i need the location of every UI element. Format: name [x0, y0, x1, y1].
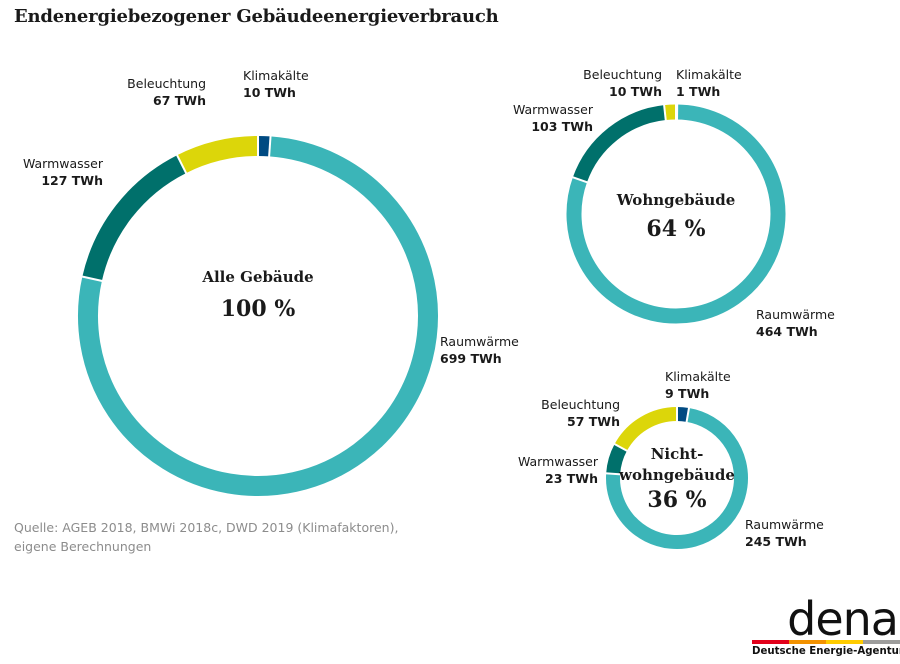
slice-warmwasser	[572, 105, 666, 183]
slice-separator	[268, 135, 272, 158]
slice-separator	[175, 153, 188, 175]
slice-label-warmwasser: Warmwasser	[23, 156, 104, 171]
slice-value-raumwaerme: 699 TWh	[440, 351, 502, 366]
slice-raumwaerme	[566, 104, 786, 324]
slice-value-beleuchtung: 57 TWh	[567, 414, 620, 429]
logo-color-bars	[752, 640, 900, 644]
slice-label-klimakaelte: Klimakälte	[243, 68, 309, 83]
center-label: Alle Gebäude	[201, 268, 313, 286]
slice-value-raumwaerme: 245 TWh	[745, 534, 807, 549]
donut-chart-1: Alle Gebäude 100 % Klimakälte 10 TWh Raumwär…	[23, 68, 519, 496]
slice-label-klimakaelte: Klimakälte	[676, 67, 742, 82]
slice-value-klimakaelte: 10 TWh	[243, 85, 296, 100]
slice-value-raumwaerme: 464 TWh	[756, 324, 818, 339]
slice-raumwaerme	[78, 136, 438, 496]
slice-beleuchtung	[614, 407, 678, 451]
slice-label-raumwaerme: Raumwärme	[440, 334, 519, 349]
slice-separator	[571, 175, 589, 184]
center-label: wohngebäude	[618, 466, 735, 484]
slice-separator	[663, 104, 667, 122]
slice-beleuchtung	[664, 104, 677, 121]
slice-label-raumwaerme: Raumwärme	[756, 307, 835, 322]
slice-value-beleuchtung: 67 TWh	[153, 93, 206, 108]
slice-label-warmwasser: Warmwasser	[513, 102, 594, 117]
slice-separator	[81, 275, 104, 283]
slice-label-warmwasser: Warmwasser	[518, 454, 599, 469]
source-note: Quelle: AGEB 2018, BMWi 2018c, DWD 2019 …	[14, 518, 398, 556]
slice-label-beleuchtung: Beleuchtung	[583, 67, 662, 82]
slice-separator	[613, 442, 629, 453]
slice-separator	[605, 472, 622, 476]
donut-chart-3: Nicht-wohngebäude 36 % Klimakälte 9 TWh Raum…	[518, 369, 824, 549]
slice-value-klimakaelte: 1 TWh	[676, 84, 720, 99]
slice-value-klimakaelte: 9 TWh	[665, 386, 709, 401]
logo-bar-orange	[789, 640, 826, 644]
center-value: 100 %	[221, 296, 296, 322]
logo-wordmark: dena	[787, 592, 899, 646]
source-line-1: Quelle: AGEB 2018, BMWi 2018c, DWD 2019 …	[14, 520, 399, 535]
slice-warmwasser	[82, 155, 187, 282]
center-label: Nicht-	[651, 445, 704, 463]
slice-value-beleuchtung: 10 TWh	[609, 84, 662, 99]
logo-subtitle: Deutsche Energie-Agentur	[752, 646, 900, 657]
logo-bar-grey	[863, 640, 900, 644]
slice-label-klimakaelte: Klimakälte	[665, 369, 731, 384]
slice-label-raumwaerme: Raumwärme	[745, 517, 824, 532]
logo-bar-yellow	[826, 640, 863, 644]
logo-bar-red	[752, 640, 789, 644]
center-value: 64 %	[646, 216, 705, 242]
slice-klimakaelte	[676, 407, 689, 422]
source-line-2: eigene Berechnungen	[14, 539, 152, 554]
slice-beleuchtung	[177, 136, 259, 174]
dena-logo: dena Deutsche Energie-Agentur	[752, 592, 900, 664]
center-value: 36 %	[647, 487, 706, 513]
slice-value-warmwasser: 23 TWh	[545, 471, 598, 486]
slice-label-beleuchtung: Beleuchtung	[541, 397, 620, 412]
slice-value-warmwasser: 127 TWh	[41, 173, 103, 188]
slice-separator	[685, 406, 691, 423]
slice-raumwaerme	[606, 408, 748, 549]
donut-chart-2: Wohngebäude 64 % Klimakälte 1 TWh Raumwärme 4…	[513, 67, 835, 339]
slice-value-warmwasser: 103 TWh	[531, 119, 593, 134]
slice-label-beleuchtung: Beleuchtung	[127, 76, 206, 91]
center-label: Wohngebäude	[616, 191, 736, 209]
chart-title: Endenergiebezogener Gebäudeenergieverbra…	[14, 6, 499, 27]
